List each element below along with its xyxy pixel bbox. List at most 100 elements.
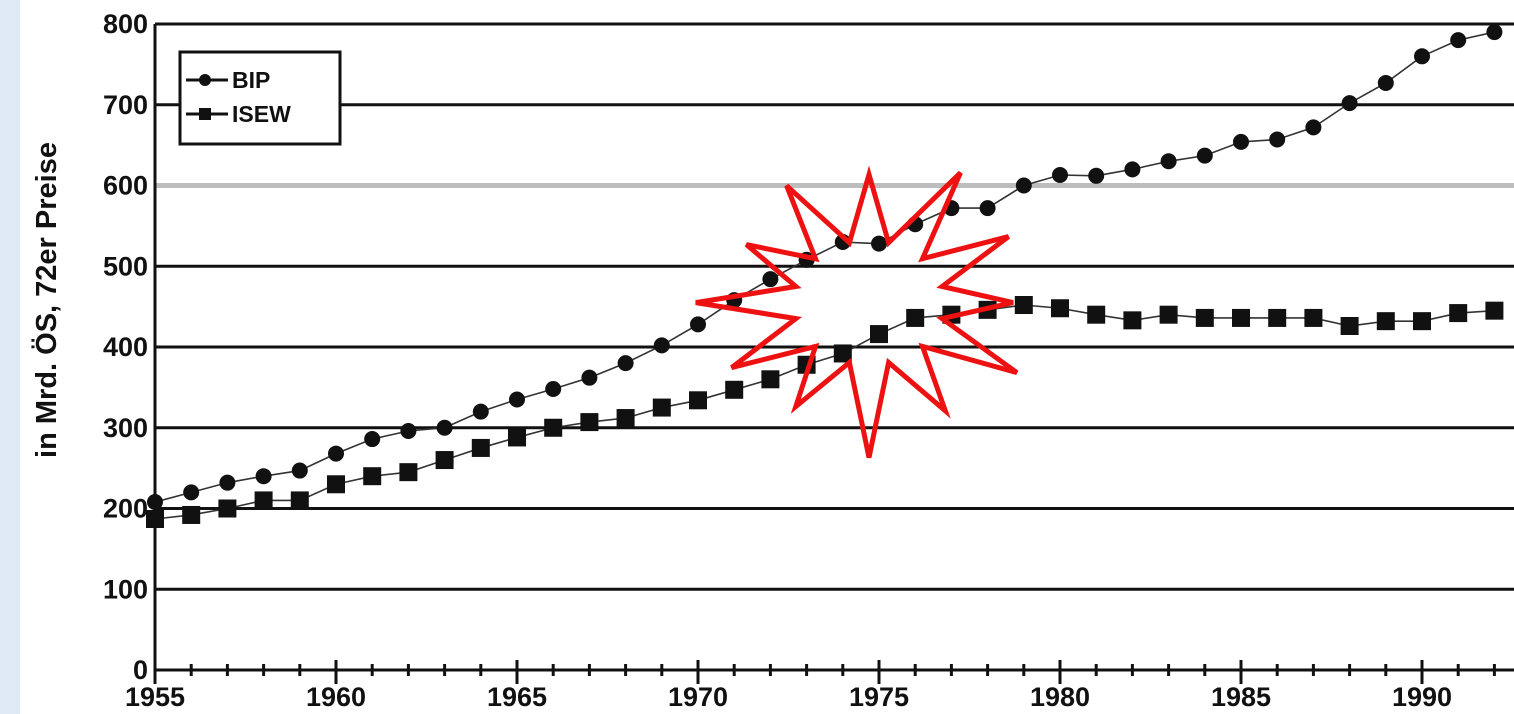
- point-bip-1984: [1196, 147, 1213, 164]
- point-isew-1981: [1087, 305, 1106, 324]
- legend-label-isew: ISEW: [232, 101, 291, 127]
- point-bip-1963: [436, 419, 453, 436]
- point-bip-1962: [400, 422, 417, 439]
- point-bip-1982: [1124, 161, 1141, 178]
- point-isew-1988: [1340, 317, 1359, 336]
- point-isew-1984: [1195, 308, 1214, 327]
- gridlines: [155, 22, 1514, 591]
- point-bip-1969: [653, 337, 670, 354]
- point-bip-1990: [1414, 48, 1430, 65]
- point-isew-1962: [399, 463, 418, 482]
- point-isew-1956: [182, 505, 201, 524]
- legend: BIP ISEW: [178, 50, 342, 146]
- point-isew-1965: [508, 428, 526, 447]
- point-isew-1982: [1123, 311, 1142, 330]
- y-tick-label-500: 500: [103, 251, 148, 281]
- x-tick-label-1970: 1970: [668, 682, 728, 712]
- point-bip-1965: [509, 391, 525, 408]
- y-tick-label-700: 700: [103, 90, 148, 120]
- point-bip-1957: [219, 474, 236, 491]
- point-isew-1989: [1376, 312, 1395, 331]
- point-bip-1960: [328, 445, 344, 462]
- x-tick-label-1990: 1990: [1392, 682, 1452, 712]
- point-bip-1968: [617, 355, 634, 372]
- point-isew-1955: [146, 509, 164, 528]
- point-isew-1967: [580, 413, 599, 432]
- point-isew-1966: [544, 418, 563, 437]
- point-bip-1985: [1233, 133, 1249, 150]
- point-bip-1964: [472, 403, 489, 420]
- point-isew-1990: [1413, 312, 1431, 331]
- point-bip-1988: [1341, 95, 1358, 112]
- point-bip-1978: [979, 200, 996, 217]
- point-bip-1983: [1160, 153, 1177, 170]
- point-isew-1958: [254, 491, 273, 510]
- point-bip-1966: [545, 380, 562, 397]
- point-bip-1961: [364, 431, 381, 448]
- point-bip-1967: [581, 369, 598, 386]
- point-isew-1980: [1051, 299, 1069, 318]
- series-line-isew: [154, 304, 1495, 520]
- x-tick-label-1955: 1955: [125, 682, 185, 712]
- point-isew-1985: [1232, 308, 1250, 327]
- point-isew-1987: [1304, 308, 1323, 327]
- point-bip-1989: [1377, 74, 1394, 91]
- point-isew-1992: [1485, 301, 1504, 320]
- point-bip-1970: [690, 316, 706, 333]
- point-isew-1959: [290, 491, 309, 510]
- point-isew-1975: [870, 325, 888, 344]
- y-axis-title: in Mrd. ÖS, 72er Preise: [30, 142, 63, 458]
- point-isew-1972: [761, 370, 780, 389]
- point-isew-1969: [652, 398, 671, 417]
- y-tick-label-0: 0: [133, 655, 148, 685]
- x-tick-label-1965: 1965: [487, 682, 547, 712]
- point-bip-1958: [255, 468, 272, 485]
- point-isew-1986: [1268, 308, 1287, 327]
- point-bip-1972: [762, 271, 779, 288]
- point-bip-1981: [1088, 167, 1105, 184]
- point-bip-1975: [871, 235, 887, 252]
- point-isew-1976: [906, 308, 925, 327]
- point-bip-1959: [291, 462, 308, 479]
- point-isew-1968: [616, 409, 635, 428]
- point-isew-1971: [725, 380, 744, 399]
- x-tick-label-1980: 1980: [1030, 682, 1090, 712]
- x-tick-label-1975: 1975: [849, 682, 909, 712]
- y-tick-label-200: 200: [103, 494, 148, 524]
- legend-label-bip: BIP: [232, 67, 270, 93]
- point-isew-1963: [435, 451, 454, 470]
- point-isew-1979: [1014, 296, 1033, 315]
- point-isew-1974: [833, 344, 852, 363]
- y-tick-label-400: 400: [103, 332, 148, 362]
- point-isew-1960: [327, 475, 345, 494]
- legend-marker-bip: [199, 74, 211, 86]
- x-tick-label-1960: 1960: [306, 682, 366, 712]
- point-bip-1955: [147, 494, 163, 511]
- point-bip-1987: [1305, 119, 1322, 136]
- point-isew-1970: [689, 391, 707, 410]
- point-isew-1957: [218, 499, 237, 518]
- left-strip: [0, 0, 20, 714]
- point-bip-1956: [183, 484, 200, 501]
- legend-box: [178, 50, 342, 146]
- legend-marker-isew: [199, 108, 211, 120]
- point-bip-1992: [1486, 24, 1503, 41]
- point-isew-1964: [471, 438, 490, 457]
- x-tick-label-1985: 1985: [1211, 682, 1271, 712]
- point-bip-1986: [1269, 131, 1286, 148]
- y-tick-label-300: 300: [103, 413, 148, 443]
- point-isew-1983: [1159, 305, 1178, 324]
- point-isew-1961: [363, 467, 382, 486]
- y-tick-label-800: 800: [103, 9, 148, 39]
- annotations: [695, 165, 1019, 459]
- point-bip-1979: [1015, 177, 1032, 194]
- point-bip-1980: [1052, 167, 1068, 184]
- point-isew-1991: [1449, 304, 1468, 323]
- axes: 0 100 200 300 400 500 600 700 800 1955 1960 1965 197…: [103, 9, 1514, 712]
- point-bip-1991: [1450, 32, 1467, 49]
- y-tick-label-100: 100: [103, 574, 148, 604]
- y-tick-label-600: 600: [103, 171, 148, 201]
- starburst-annotation: [695, 165, 1019, 459]
